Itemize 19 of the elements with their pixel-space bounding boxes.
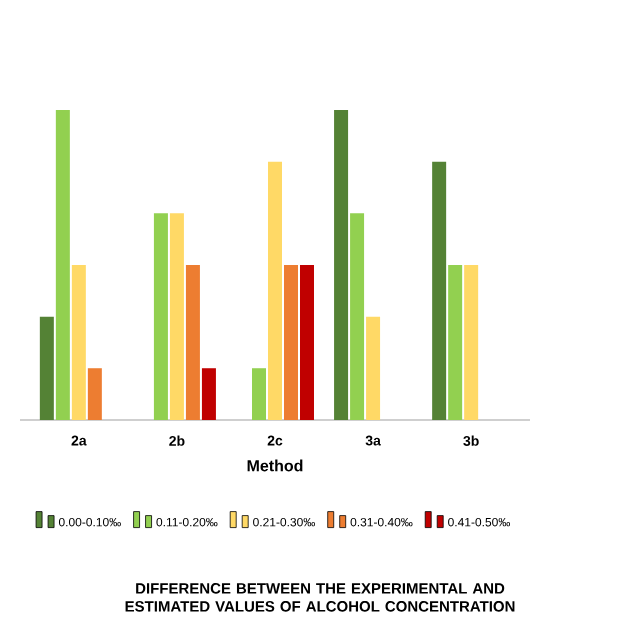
- x-axis-title: Method: [247, 459, 303, 472]
- bar: [185, 264, 200, 420]
- bar: [87, 368, 102, 420]
- bar: [252, 368, 266, 420]
- bar: [300, 264, 314, 420]
- bar: [39, 316, 54, 420]
- bar: [366, 316, 381, 420]
- bar: [432, 161, 447, 420]
- bar: [201, 368, 216, 420]
- bar: [448, 264, 463, 420]
- bar: [284, 264, 298, 420]
- bar: [169, 213, 184, 420]
- bar: [153, 213, 168, 420]
- bar: [71, 264, 86, 420]
- bar: [464, 264, 479, 420]
- bar: [268, 161, 282, 420]
- bar: [350, 213, 365, 420]
- bar: [334, 109, 349, 420]
- bar: [55, 109, 70, 420]
